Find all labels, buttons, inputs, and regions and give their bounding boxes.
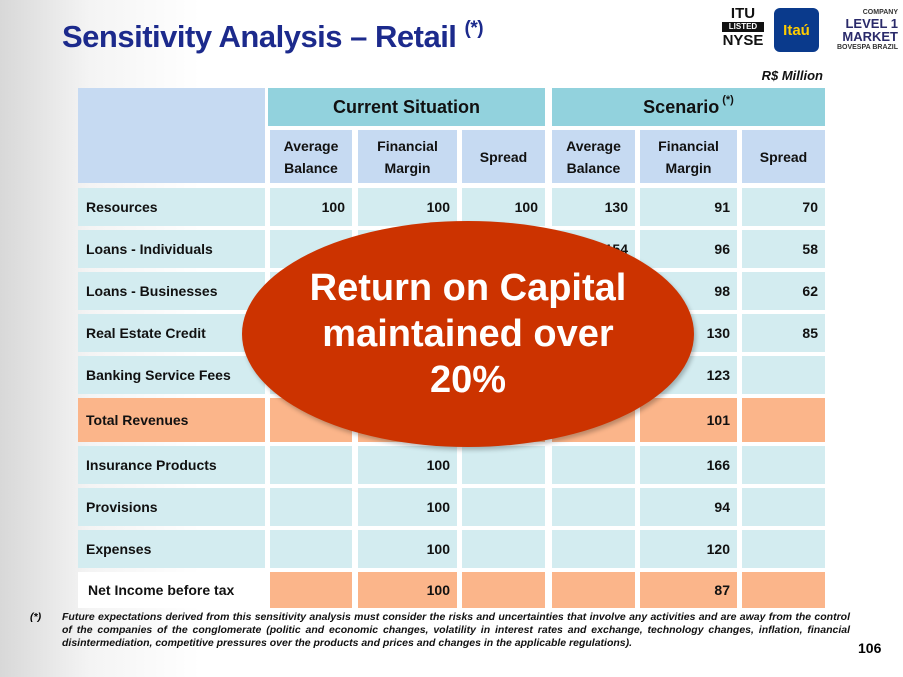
footnote-marker: (*): [30, 611, 42, 623]
callout-line: maintained over: [322, 313, 614, 355]
logo-text: BOVESPA BRAZIL: [836, 44, 898, 51]
table-cell: [552, 530, 635, 568]
row-label: Resources: [78, 188, 265, 226]
table-cell: [552, 488, 635, 526]
logo-text: ITU: [730, 5, 756, 22]
table-cell: 120: [640, 530, 737, 568]
table-cell: 91: [640, 188, 737, 226]
title-text: Sensitivity Analysis – Retail: [62, 19, 457, 54]
bovespa-logo: COMPANY LEVEL 1 MARKET BOVESPA BRAZIL: [832, 8, 898, 52]
row-label: Net Income before tax: [78, 572, 265, 608]
callout-line: 20%: [429, 359, 507, 401]
row-label: Loans - Individuals: [78, 230, 265, 268]
unit: R$ Million: [761, 68, 823, 83]
table-cell: 100: [358, 188, 457, 226]
page-number: 106: [858, 640, 882, 656]
column-header: Financial Margin: [358, 130, 457, 183]
column-header: Average Balance: [552, 130, 635, 183]
group-label: Scenario: [643, 96, 720, 117]
itau-logo: Itaú: [774, 8, 819, 52]
table-cell: 100: [358, 446, 457, 484]
group-header: Scenario (*): [552, 88, 825, 126]
row-label: Real Estate Credit: [78, 314, 265, 352]
row-label: Expenses: [78, 530, 265, 568]
table-cell: [742, 530, 825, 568]
row-label: Total Revenues: [78, 398, 265, 442]
table-cell: [552, 572, 635, 608]
callout-line: Return on Capital: [309, 267, 627, 309]
table-cell: 101: [640, 398, 737, 442]
row-label: Loans - Businesses: [78, 272, 265, 310]
callout: Return on Capital maintained over 20%: [242, 221, 694, 447]
table-cell: 130: [552, 188, 635, 226]
row-label: Provisions: [78, 488, 265, 526]
table-cell: 94: [640, 488, 737, 526]
title: Sensitivity Analysis – Retail (*): [62, 18, 484, 55]
table-cell: [270, 530, 352, 568]
table-cell: [462, 446, 545, 484]
table-cell: 85: [742, 314, 825, 352]
column-header: Financial Margin: [640, 130, 737, 183]
table-cell: 70: [742, 188, 825, 226]
table-cell: [552, 446, 635, 484]
table-cell: [742, 446, 825, 484]
logo-text: MARKET: [842, 29, 898, 44]
table-cell: [742, 356, 825, 394]
table-cell: [742, 398, 825, 442]
logo-text: COMPANY: [862, 9, 898, 16]
nyse-logo: ITU LISTED NYSE: [718, 6, 768, 52]
logo-text: LISTED: [722, 22, 764, 32]
group-header: Current Situation: [268, 88, 545, 126]
table-cell: 100: [358, 572, 457, 608]
table-cell: [742, 488, 825, 526]
table-cell: [462, 530, 545, 568]
column-header: Average Balance: [270, 130, 352, 183]
table-cell: 100: [358, 488, 457, 526]
group-note: (*): [722, 94, 734, 106]
table-cell: 100: [462, 188, 545, 226]
logo-text: NYSE: [722, 32, 764, 49]
column-header: Spread: [462, 130, 545, 183]
corner-cell: [78, 88, 265, 183]
table-cell: [270, 488, 352, 526]
table-cell: 100: [358, 530, 457, 568]
table-cell: 87: [640, 572, 737, 608]
table-cell: 62: [742, 272, 825, 310]
title-note: (*): [464, 18, 484, 39]
footnote: Future expectations derived from this se…: [62, 611, 850, 649]
table-cell: [742, 572, 825, 608]
table-cell: [270, 572, 352, 608]
group-label: Current Situation: [333, 96, 480, 117]
table-cell: [462, 572, 545, 608]
table-cell: [270, 446, 352, 484]
logo-text: LEVEL 1: [845, 16, 898, 31]
table-cell: 96: [640, 230, 737, 268]
table-cell: [462, 488, 545, 526]
row-label: Banking Service Fees: [78, 356, 265, 394]
table-cell: 58: [742, 230, 825, 268]
row-label: Insurance Products: [78, 446, 265, 484]
table-cell: 166: [640, 446, 737, 484]
table-cell: 100: [270, 188, 352, 226]
column-header: Spread: [742, 130, 825, 183]
